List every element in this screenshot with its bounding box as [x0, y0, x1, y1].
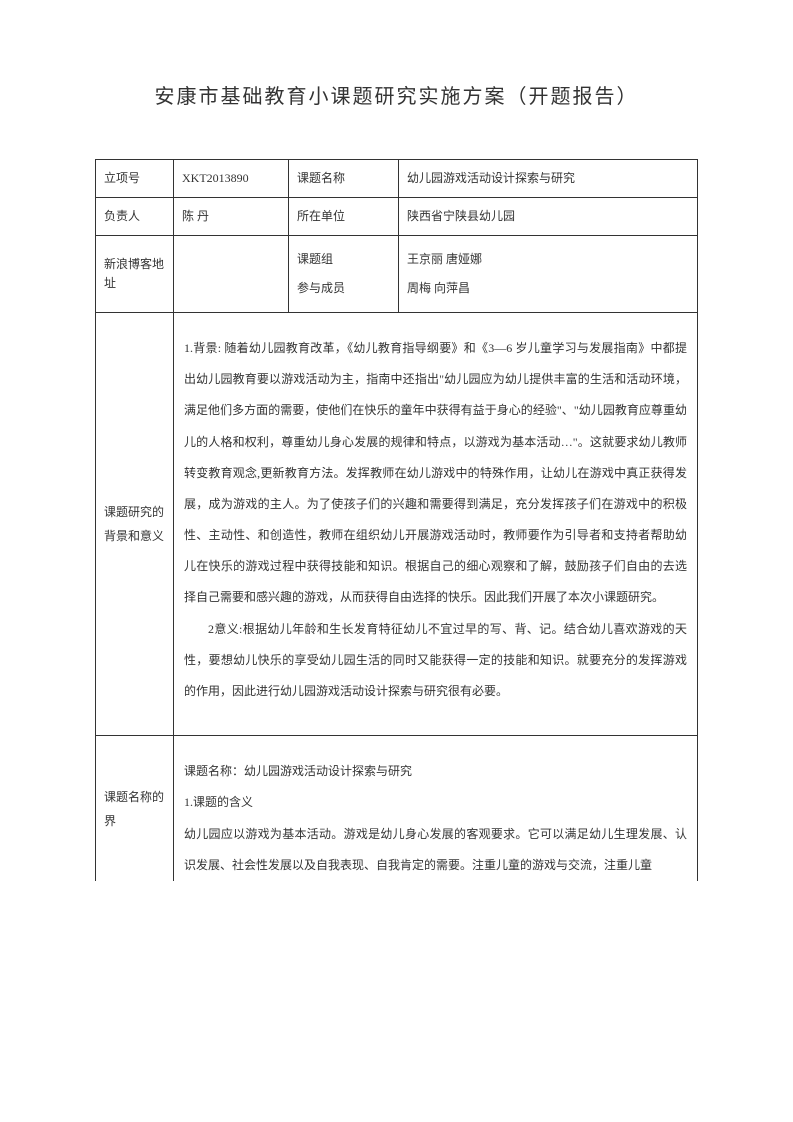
label-owner: 负责人 — [96, 198, 174, 236]
value-owner: 陈 丹 — [174, 198, 289, 236]
content-definition: 课题名称：幼儿园游戏活动设计探索与研究 1.课题的含义 幼儿园应以游戏为基本活动… — [174, 736, 698, 881]
label-definition: 课题名称的界 — [96, 736, 174, 881]
value-team: 王京丽 唐娅娜 周梅 向萍昌 — [399, 236, 698, 313]
value-team-line1: 王京丽 唐娅娜 — [407, 245, 689, 274]
value-topic-name: 幼儿园游戏活动设计探索与研究 — [399, 160, 698, 198]
definition-para2: 1.课题的含义 — [184, 787, 687, 818]
table-row: 立项号 XKT2013890 课题名称 幼儿园游戏活动设计探索与研究 — [96, 160, 698, 198]
report-table: 立项号 XKT2013890 课题名称 幼儿园游戏活动设计探索与研究 负责人 陈… — [95, 159, 698, 881]
label-unit: 所在单位 — [289, 198, 399, 236]
page-title: 安康市基础教育小课题研究实施方案（开题报告） — [95, 80, 698, 109]
table-row: 新浪博客地址 课题组 参与成员 王京丽 唐娅娜 周梅 向萍昌 — [96, 236, 698, 313]
label-project-no: 立项号 — [96, 160, 174, 198]
table-row: 课题研究的背景和意义 1.背景: 随着幼儿园教育改革，《幼儿教育指导纲要》和《3… — [96, 312, 698, 735]
value-blog — [174, 236, 289, 313]
value-project-no: XKT2013890 — [174, 160, 289, 198]
label-team-line1: 课题组 — [297, 245, 390, 274]
table-row: 负责人 陈 丹 所在单位 陕西省宁陕县幼儿园 — [96, 198, 698, 236]
label-background: 课题研究的背景和意义 — [96, 312, 174, 735]
definition-para3: 幼儿园应以游戏为基本活动。游戏是幼儿身心发展的客观要求。它可以满足幼儿生理发展、… — [184, 819, 687, 881]
label-topic-name: 课题名称 — [289, 160, 399, 198]
background-para1: 1.背景: 随着幼儿园教育改革，《幼儿教育指导纲要》和《3—6 岁儿童学习与发展… — [184, 333, 687, 614]
label-blog: 新浪博客地址 — [96, 236, 174, 313]
value-unit: 陕西省宁陕县幼儿园 — [399, 198, 698, 236]
definition-para1: 课题名称：幼儿园游戏活动设计探索与研究 — [184, 756, 687, 787]
value-team-line2: 周梅 向萍昌 — [407, 274, 689, 303]
content-background: 1.背景: 随着幼儿园教育改革，《幼儿教育指导纲要》和《3—6 岁儿童学习与发展… — [174, 312, 698, 735]
background-para2: 2意义:根据幼儿年龄和生长发育特征幼儿不宜过早的写、背、记。结合幼儿喜欢游戏的天… — [184, 614, 687, 708]
label-team: 课题组 参与成员 — [289, 236, 399, 313]
table-row: 课题名称的界 课题名称：幼儿园游戏活动设计探索与研究 1.课题的含义 幼儿园应以… — [96, 736, 698, 881]
label-team-line2: 参与成员 — [297, 274, 390, 303]
